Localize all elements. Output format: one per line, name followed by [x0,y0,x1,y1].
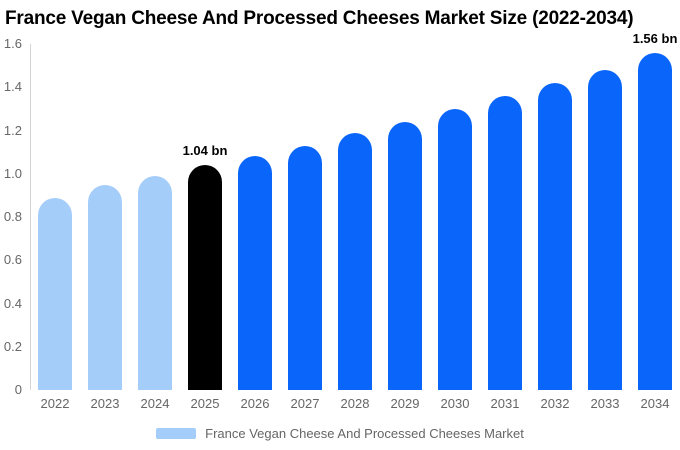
x-tick-label-2034: 2034 [640,396,670,411]
x-tick-label-2027: 2027 [290,396,320,411]
y-tick-label: 0.4 [3,295,22,311]
x-tick-label-2023: 2023 [90,396,120,411]
x-tick-label-2026: 2026 [240,396,270,411]
bar-2034[interactable] [638,52,672,390]
x-tick-label-2033: 2033 [590,396,620,411]
bar-value-label-2034: 1.56 bn [632,30,678,46]
y-axis-line [30,44,31,390]
bar-2031[interactable] [488,95,522,390]
y-tick-label: 1.0 [3,165,22,181]
bar-2030[interactable] [438,108,472,390]
legend-label: France Vegan Cheese And Processed Cheese… [205,426,524,441]
bar-2023[interactable] [88,184,122,390]
y-tick-label: 1.6 [3,36,22,51]
y-tick-label: 1.2 [3,122,22,138]
bar-2029[interactable] [388,121,422,390]
bar-value-label-2025: 1.04 bn [182,143,228,159]
bar-2022[interactable] [38,197,72,390]
legend[interactable]: France Vegan Cheese And Processed Cheese… [0,426,680,441]
y-tick-label: 0.2 [3,338,22,354]
y-tick-label: 1.4 [3,79,22,95]
chart-title: France Vegan Cheese And Processed Cheese… [5,8,634,29]
bar-2033[interactable] [588,69,622,390]
y-tick-label: 0.6 [3,252,22,268]
y-tick-label: 0.8 [3,209,22,224]
x-tick-label-2032: 2032 [540,396,570,411]
x-tick-label-2025: 2025 [190,396,220,411]
x-tick-label-2030: 2030 [440,396,470,411]
bar-2028[interactable] [338,132,372,390]
bar-2026[interactable] [238,156,272,390]
bar-2027[interactable] [288,145,322,390]
x-tick-label-2024: 2024 [140,396,170,411]
y-tick-label: 0 [14,382,22,397]
bar-2032[interactable] [538,82,572,390]
bar-2025[interactable] [188,165,222,390]
x-tick-label-2028: 2028 [340,396,370,411]
x-tick-label-2031: 2031 [490,396,520,411]
x-tick-label-2022: 2022 [40,396,70,411]
legend-swatch [156,428,197,439]
bar-2024[interactable] [138,175,172,390]
x-tick-label-2029: 2029 [390,396,420,411]
